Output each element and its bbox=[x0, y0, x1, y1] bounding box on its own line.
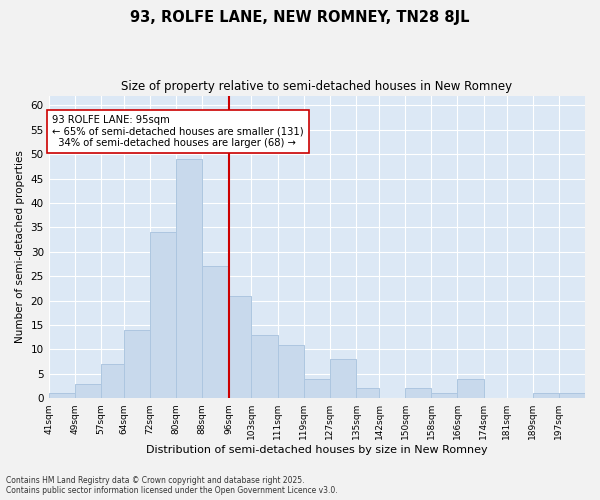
Bar bbox=[559, 394, 585, 398]
Text: Contains HM Land Registry data © Crown copyright and database right 2025.
Contai: Contains HM Land Registry data © Crown c… bbox=[6, 476, 338, 495]
Bar bbox=[101, 364, 124, 398]
Bar bbox=[356, 388, 379, 398]
Bar bbox=[49, 394, 75, 398]
Bar bbox=[229, 296, 251, 398]
Bar bbox=[202, 266, 229, 398]
Bar bbox=[330, 359, 356, 398]
Bar bbox=[405, 388, 431, 398]
Bar bbox=[124, 330, 150, 398]
Bar bbox=[150, 232, 176, 398]
Bar bbox=[251, 334, 278, 398]
Bar bbox=[533, 394, 559, 398]
Bar bbox=[278, 344, 304, 398]
Text: 93 ROLFE LANE: 95sqm
← 65% of semi-detached houses are smaller (131)
  34% of se: 93 ROLFE LANE: 95sqm ← 65% of semi-detac… bbox=[52, 115, 304, 148]
Title: Size of property relative to semi-detached houses in New Romney: Size of property relative to semi-detach… bbox=[121, 80, 512, 93]
Y-axis label: Number of semi-detached properties: Number of semi-detached properties bbox=[15, 150, 25, 344]
Bar bbox=[75, 384, 101, 398]
Bar bbox=[431, 394, 457, 398]
Bar bbox=[176, 159, 202, 398]
X-axis label: Distribution of semi-detached houses by size in New Romney: Distribution of semi-detached houses by … bbox=[146, 445, 488, 455]
Bar bbox=[304, 378, 330, 398]
Bar bbox=[457, 378, 484, 398]
Text: 93, ROLFE LANE, NEW ROMNEY, TN28 8JL: 93, ROLFE LANE, NEW ROMNEY, TN28 8JL bbox=[130, 10, 470, 25]
